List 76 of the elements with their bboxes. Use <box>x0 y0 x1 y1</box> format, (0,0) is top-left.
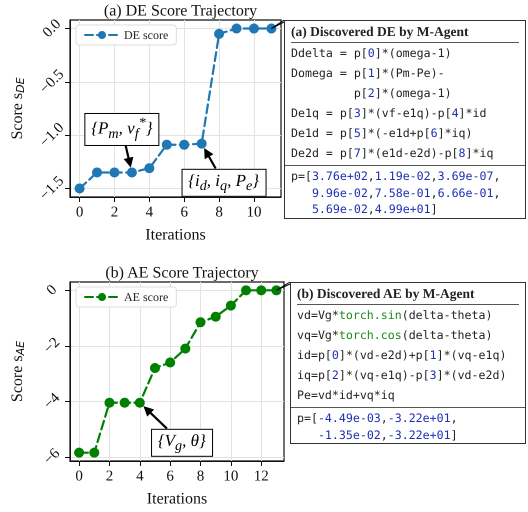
x-tick-label: 10 <box>246 204 262 220</box>
y-axis-title: Score sDE <box>9 77 27 140</box>
point <box>256 285 266 296</box>
point <box>162 140 172 150</box>
y-tick-label: −0.5 <box>36 66 68 98</box>
text: Domega = p[1]*(Pm-Pe)- <box>291 65 446 82</box>
point <box>180 344 190 354</box>
annotation: {i$_{d}$, i$_{q}$, P$_{e}$} <box>181 168 266 197</box>
point <box>232 24 242 34</box>
x-tick-label: 6 <box>180 204 188 220</box>
point <box>210 312 221 322</box>
x-tick-label: 8 <box>215 204 223 220</box>
text: De1q = p[3]*(vf-e1q)-p[4]*id <box>291 105 488 122</box>
x-tick-label: 2 <box>106 468 114 484</box>
text: iq=p[2]*(vq-e1q)-p[3]*(vd-e2d) <box>297 368 506 382</box>
text: Ddelta = p[0]*(omega-1) <box>291 45 453 62</box>
text: (b) Discovered AE by M-Agent <box>297 283 519 305</box>
point <box>92 167 102 178</box>
y-tick-label: −1.5 <box>36 173 68 204</box>
legend-label: AE score <box>124 290 168 304</box>
text: -1.35e-02,-3.22e+01] <box>316 426 459 443</box>
point <box>196 317 206 328</box>
text: p=[-4.49e-03,-3.22e+01, <box>297 410 459 426</box>
y-tick-label: 0.0 <box>40 16 64 41</box>
chart-title: (b) AE Score Trajectory <box>105 264 259 282</box>
annotation: {V$_{g}$, θ} <box>150 428 213 457</box>
point <box>74 183 85 194</box>
point <box>248 24 259 34</box>
x-tick-label: 4 <box>136 468 144 484</box>
point <box>165 357 176 368</box>
x-tick-label: 8 <box>196 468 204 484</box>
text: p[2]*(omega-1) <box>352 85 453 102</box>
chart-title: (a) DE Score Trajectory <box>104 2 258 20</box>
text: 9.96e-02,7.58e-01,6.66e-01, <box>310 184 502 201</box>
annotation: {P$_{m}$, v$_{f}$$^{*}$} <box>84 113 160 146</box>
text: De1d = p[5]*(-e1d+p[6]*iq) <box>291 125 474 142</box>
point <box>150 363 160 374</box>
x-tick-label: 6 <box>166 468 174 484</box>
y-tick-label: −1.0 <box>36 120 68 150</box>
point <box>104 398 114 408</box>
point <box>271 285 282 296</box>
x-tick-label: 10 <box>223 468 238 484</box>
x-tick-label: 0 <box>75 468 83 484</box>
x-axis-title: Iterations <box>146 490 208 508</box>
text: De2d = p[7]*(e1d-e2d)-p[8]*iq <box>291 145 494 162</box>
point <box>179 140 190 150</box>
text: (a) Discovered DE by M-Agent <box>291 21 519 43</box>
x-tick-label: 0 <box>76 204 84 220</box>
x-tick-label: 4 <box>146 204 154 220</box>
y-tick-label: −4 <box>40 390 64 413</box>
text: Pe=vd*id+vq*iq <box>297 387 396 404</box>
point <box>89 448 100 458</box>
x-axis-title: Iterations <box>145 226 206 244</box>
point <box>74 448 84 458</box>
x-tick-label: 2 <box>110 204 118 220</box>
point <box>196 138 207 149</box>
point <box>109 167 120 178</box>
y-tick-label: 0 <box>44 282 60 299</box>
point <box>226 300 236 311</box>
text: vd=Vg*torch.sin(delta-theta) <box>297 307 494 324</box>
point <box>120 398 130 408</box>
text: id=p[0]*(vd-e2d)+p[1]*(vq-e1q) <box>297 348 506 362</box>
point <box>214 28 224 39</box>
point <box>134 398 145 408</box>
legend-label: DE score <box>124 28 168 42</box>
text: 5.69e-02,4.99e+01] <box>310 201 439 218</box>
y-tick-label: −2 <box>40 334 64 358</box>
text: vq=Vg*torch.cos(delta-theta) <box>297 327 494 344</box>
y-tick-label: −6 <box>40 445 64 468</box>
y-axis-title: Score sAE <box>9 340 27 402</box>
point <box>241 285 252 296</box>
point <box>266 24 276 34</box>
x-tick-label: 12 <box>254 468 269 484</box>
text: p=[3.76e+02,1.19e-02,3.69e-07, <box>291 168 502 184</box>
point <box>144 163 154 174</box>
point <box>126 167 137 178</box>
